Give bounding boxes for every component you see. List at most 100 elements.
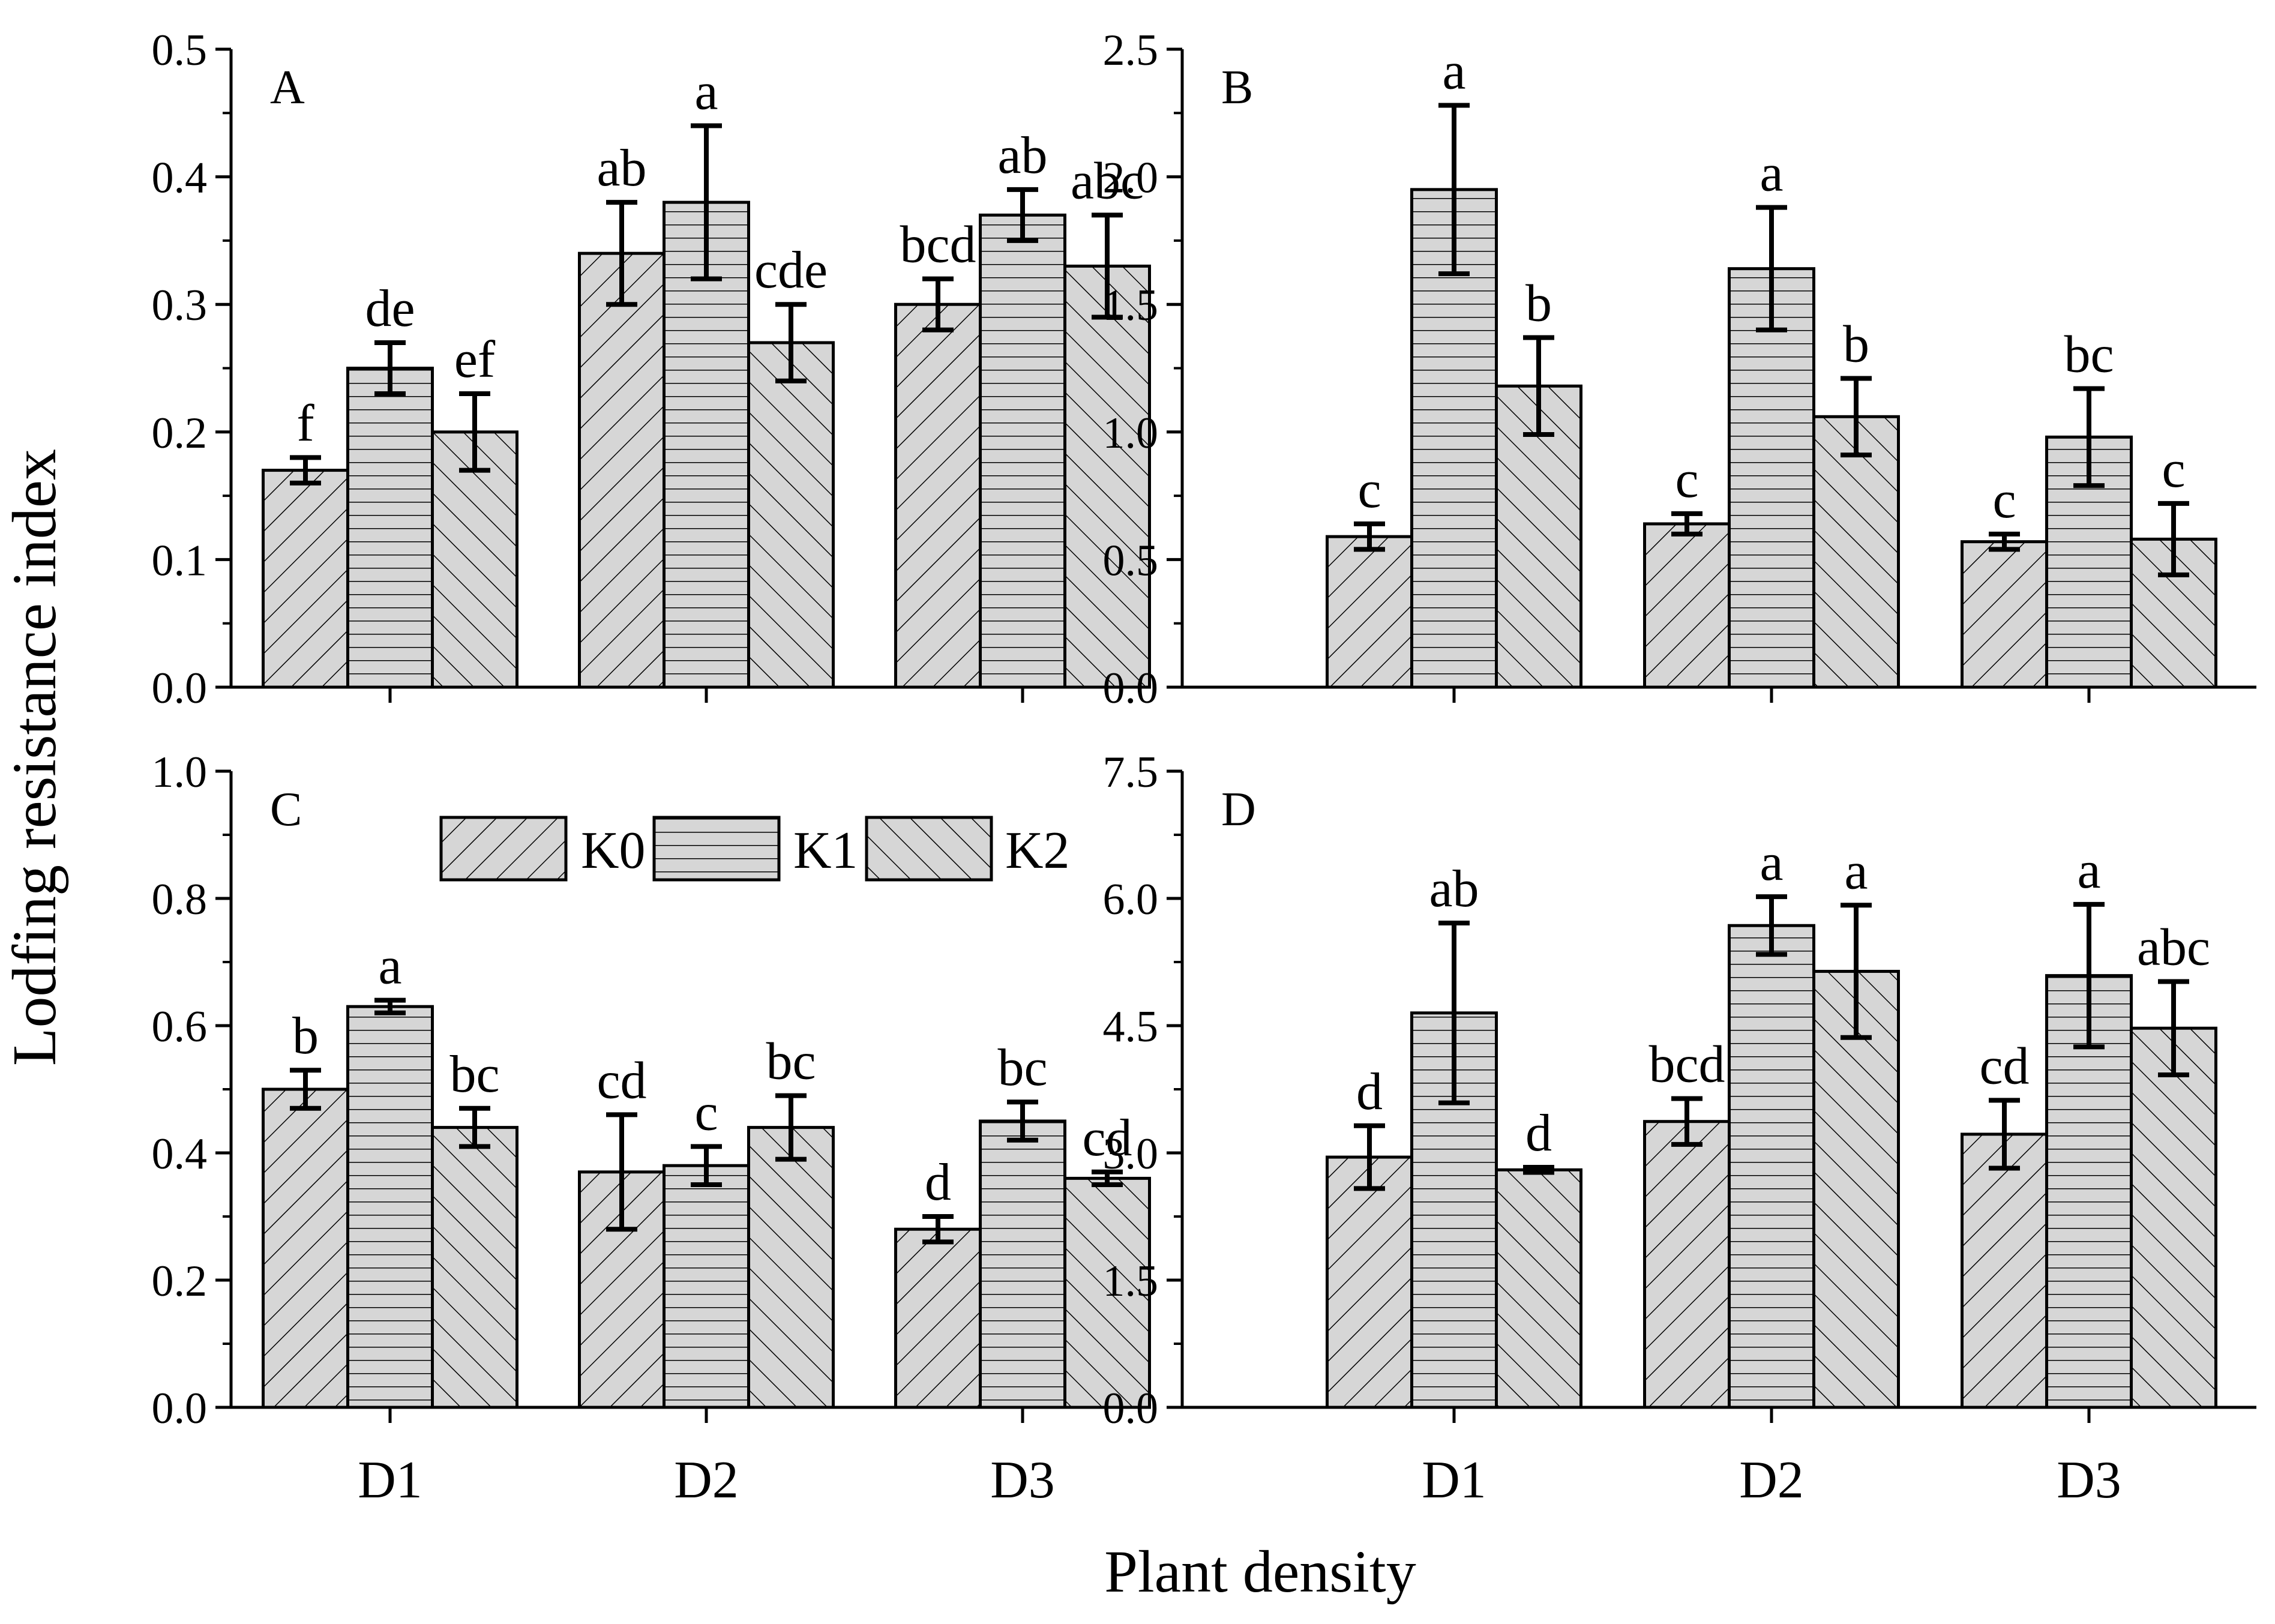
panel-a-ytick-label: 0.0	[152, 664, 208, 713]
panel-d-bar-k2-d3	[2130, 1026, 2217, 1409]
panel-d-ytick-label: 0.0	[1103, 1384, 1159, 1433]
panel-d-sig-label: d	[1356, 1063, 1383, 1121]
panel-a-sig-label: ab	[997, 127, 1047, 185]
panels: 0.00.10.20.30.40.5fabbcddeaabefcdeabcA0.…	[152, 26, 2256, 1509]
legend-label-k2: K2	[1005, 822, 1070, 880]
panel-a-sig-label: cde	[754, 241, 828, 299]
panel-c-bar-k1-d1	[346, 1005, 434, 1409]
panel-c-ytick-label: 1.0	[152, 748, 208, 797]
panel-c-bar-k2-d2	[747, 1126, 835, 1409]
panel-c-bar-k2-d1	[431, 1126, 518, 1409]
panel-a-sig-label: a	[694, 63, 718, 121]
panel-b-sig-label: c	[2162, 441, 2185, 499]
panel-b-sig-label: a	[1760, 145, 1783, 203]
panel-c-bar-k1-d3	[979, 1119, 1066, 1409]
legend-swatch-k0	[439, 816, 568, 882]
panel-b-sig-label: b	[1525, 274, 1552, 332]
panel-b-bar-k0-d1	[1326, 535, 1413, 689]
panel-d-sig-label: ab	[1429, 860, 1479, 918]
panel-a-bar-k0-d2	[578, 251, 666, 689]
legend-swatch-k2	[865, 816, 993, 882]
panel-c-sig-label: bc	[766, 1033, 816, 1091]
panel-d-ytick-label: 3.0	[1103, 1129, 1159, 1179]
legend-label-k0: K0	[581, 822, 646, 880]
panel-b-ytick-label: 2.0	[1103, 154, 1159, 203]
panel-a-ytick-label: 0.2	[152, 409, 208, 458]
y-axis-label: Lodfing resistance index	[0, 449, 69, 1066]
panel-d-letter: D	[1221, 783, 1256, 836]
panel-c-sig-label: cd	[597, 1051, 646, 1110]
panel-b-bar-k1-d2	[1728, 267, 1815, 689]
panel-a-sig-label: ef	[454, 331, 496, 389]
panel-c-category-label: D3	[990, 1451, 1055, 1509]
panel-a-ytick-label: 0.1	[152, 536, 208, 585]
panel-a-letter: A	[270, 61, 305, 114]
panel-d-bar-k1-d2	[1728, 924, 1815, 1409]
x-axis-label: Plant density	[1104, 1538, 1416, 1605]
panel-a-bar-k2-d3	[1063, 264, 1151, 689]
panel-a-sig-label: de	[365, 280, 415, 338]
panel-d-sig-label: cd	[1979, 1037, 2029, 1095]
panel-c-bar-k1-d2	[663, 1164, 750, 1409]
panel-b-sig-label: c	[1992, 471, 2016, 529]
panel-c-sig-label: c	[694, 1083, 718, 1141]
panel-c-bar-k2-d3	[1063, 1176, 1151, 1409]
panel-c-ytick-label: 0.0	[152, 1384, 208, 1433]
panel-d-ytick-label: 6.0	[1103, 875, 1159, 924]
panel-b-bar-k0-d2	[1643, 522, 1731, 689]
panel-a-bar-k1-d1	[346, 367, 434, 689]
panel-a-bar-k1-d2	[663, 200, 750, 689]
panel-d-sig-label: a	[1844, 842, 1868, 900]
panel-b-ytick-label: 2.5	[1103, 26, 1159, 75]
panel-b-sig-label: c	[1357, 461, 1381, 519]
panel-c-sig-label: a	[378, 937, 401, 996]
panel-c-sig-label: bc	[997, 1039, 1047, 1097]
panel-c-sig-label: d	[925, 1153, 951, 1212]
panel-d-bar-k0-d1	[1326, 1155, 1413, 1409]
legend-label-k1: K1	[793, 822, 858, 880]
panel-a-bar-k2-d2	[747, 341, 835, 689]
panel-d-category-label: D2	[1739, 1451, 1804, 1509]
panel-d-category-label: D3	[2057, 1451, 2121, 1509]
panel-c-category-label: D1	[358, 1451, 422, 1509]
panel-a-ytick-label: 0.5	[152, 26, 208, 75]
panel-b-sig-label: b	[1843, 316, 1869, 374]
panel-b-sig-label: a	[1442, 43, 1465, 101]
panel-c-ytick-label: 0.6	[152, 1002, 208, 1051]
panel-b-ytick-label: 0.5	[1103, 536, 1159, 585]
panel-d-ytick-label: 1.5	[1103, 1257, 1159, 1306]
panel-b-ytick-label: 0.0	[1103, 664, 1159, 713]
panel-d-sig-label: d	[1525, 1104, 1552, 1162]
panel-c-bar-k0-d1	[262, 1087, 349, 1409]
panel-a-bar-k0-d1	[262, 469, 349, 689]
panel-d-sig-label: bcd	[1648, 1036, 1725, 1094]
panel-b-ytick-label: 1.5	[1103, 281, 1159, 330]
panel-b-bar-k0-d3	[1961, 540, 2048, 689]
panel-c-sig-label: cd	[1082, 1109, 1132, 1167]
legend: K0 K1 K2	[439, 816, 1070, 882]
panel-a-ytick-label: 0.4	[152, 154, 208, 203]
panel-d-ytick-label: 4.5	[1103, 1002, 1159, 1051]
panel-b-letter: B	[1221, 61, 1253, 114]
panel-d-ytick-label: 7.5	[1103, 748, 1159, 797]
panel-b-sig-label: bc	[2064, 326, 2114, 384]
panel-c-bar-k0-d3	[894, 1227, 982, 1409]
panel-c-letter: C	[270, 783, 302, 836]
panel-c-sig-label: b	[292, 1007, 319, 1065]
panel-d-sig-label: abc	[2137, 919, 2210, 977]
panel-a-bar-k1-d3	[979, 213, 1066, 689]
panel-a-bar-k0-d3	[894, 302, 982, 689]
panel-a-sig-label: f	[296, 394, 314, 453]
panel-c-ytick-label: 0.8	[152, 875, 208, 924]
panel-d-bar-k2-d1	[1495, 1168, 1582, 1409]
panel-c-ytick-label: 0.4	[152, 1129, 208, 1179]
panel-b-sig-label: c	[1675, 451, 1698, 509]
panel-d-category-label: D1	[1422, 1451, 1486, 1509]
panel-a-sig-label: ab	[597, 139, 646, 197]
panel-b-ytick-label: 1.0	[1103, 409, 1159, 458]
